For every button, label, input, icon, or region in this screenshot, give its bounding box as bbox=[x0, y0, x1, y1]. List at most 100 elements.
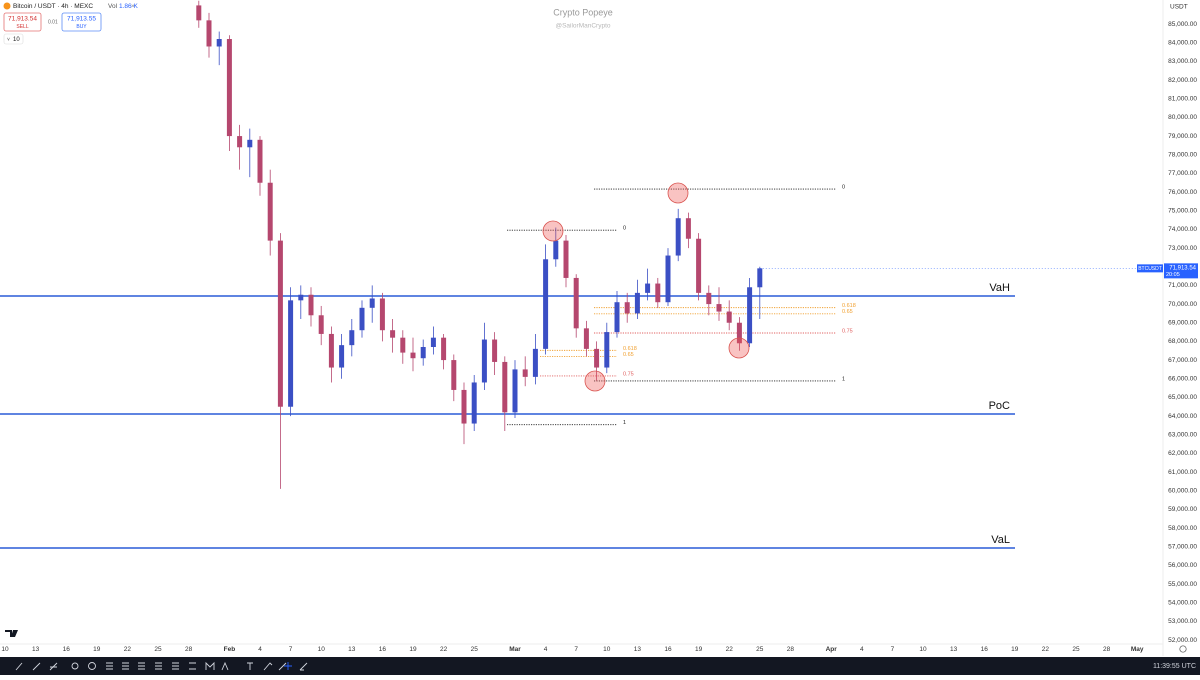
candle-body bbox=[522, 369, 528, 377]
tool-icon[interactable] bbox=[138, 662, 145, 670]
y-tick-label: 65,000.00 bbox=[1168, 394, 1197, 401]
candle-body bbox=[206, 20, 212, 47]
tool-icon[interactable] bbox=[106, 662, 113, 670]
candle-body bbox=[277, 240, 283, 407]
x-tick-label: 22 bbox=[1042, 646, 1050, 653]
price-tag-value: 71,913.54 bbox=[1169, 265, 1196, 271]
chevron: ˅ bbox=[7, 37, 10, 43]
tool-icon[interactable] bbox=[263, 662, 273, 671]
y-tick-label: 69,000.00 bbox=[1168, 319, 1197, 326]
tool-icon[interactable] bbox=[32, 662, 41, 671]
tool-icon[interactable] bbox=[299, 662, 308, 671]
level-label: VaH bbox=[989, 282, 1010, 294]
tool-icon[interactable] bbox=[88, 662, 96, 670]
candle-body bbox=[634, 292, 640, 314]
coin-icon bbox=[3, 2, 11, 10]
tool-icon[interactable] bbox=[122, 662, 129, 670]
sell-price: 71,913.54 bbox=[8, 16, 37, 23]
y-tick-label: 63,000.00 bbox=[1168, 431, 1197, 438]
fib-label: 0 bbox=[842, 185, 845, 191]
x-tick-label: May bbox=[1131, 646, 1144, 653]
fib-label: 1 bbox=[842, 376, 845, 382]
candle-body bbox=[726, 311, 732, 323]
y-tick-label: 64,000.00 bbox=[1168, 413, 1197, 420]
candle-body bbox=[257, 139, 263, 183]
tool-icon[interactable] bbox=[221, 661, 229, 671]
tool-icon[interactable] bbox=[205, 661, 215, 670]
candle-body bbox=[543, 259, 549, 349]
y-tick-label: 55,000.00 bbox=[1168, 581, 1197, 588]
x-tick-label: Mar bbox=[509, 646, 521, 653]
fib-label: 1 bbox=[623, 420, 626, 426]
x-tick-label: 19 bbox=[1011, 646, 1019, 653]
candle-body bbox=[655, 283, 661, 303]
candle-body bbox=[369, 298, 375, 308]
toolbar-icons bbox=[15, 661, 308, 671]
candle-body bbox=[420, 347, 426, 359]
y-tick-label: 58,000.00 bbox=[1168, 525, 1197, 532]
symbol-tag-label: BTCUSDT bbox=[1138, 266, 1162, 272]
x-tick-label: 16 bbox=[63, 646, 71, 653]
y-tick-label: 75,000.00 bbox=[1168, 207, 1197, 214]
candle-body bbox=[441, 337, 447, 361]
highlight-circle bbox=[728, 337, 750, 359]
fib-label: 0.618 bbox=[623, 346, 637, 352]
x-tick-label: 10 bbox=[603, 646, 611, 653]
fib-label: 0.65 bbox=[623, 352, 634, 358]
settings-icon[interactable] bbox=[1179, 645, 1187, 653]
x-tick-label: 13 bbox=[950, 646, 958, 653]
tool-icon[interactable] bbox=[71, 662, 79, 670]
candle-body bbox=[573, 277, 579, 329]
x-tick-label: 16 bbox=[379, 646, 387, 653]
candle-body bbox=[716, 304, 722, 312]
fib-label: 0.75 bbox=[623, 371, 634, 377]
candle-body bbox=[237, 136, 243, 148]
x-tick-label: 7 bbox=[289, 646, 293, 653]
y-tick-label: 66,000.00 bbox=[1168, 375, 1197, 382]
candle-body bbox=[594, 348, 600, 368]
fib-label: 0.75 bbox=[842, 328, 853, 334]
x-tick-label: 13 bbox=[32, 646, 40, 653]
tool-icon[interactable] bbox=[49, 662, 58, 671]
candle-body bbox=[339, 345, 345, 368]
x-tick-label: 7 bbox=[891, 646, 895, 653]
y-tick-label: 83,000.00 bbox=[1168, 58, 1197, 65]
x-tick-label: 10 bbox=[318, 646, 326, 653]
buy-button[interactable] bbox=[61, 12, 102, 32]
tool-icon[interactable] bbox=[284, 662, 292, 670]
candle-body bbox=[604, 332, 610, 368]
tool-icon[interactable] bbox=[189, 662, 196, 670]
tool-icon[interactable] bbox=[172, 662, 179, 670]
tool-icon[interactable] bbox=[278, 662, 287, 671]
x-tick-label: 13 bbox=[634, 646, 642, 653]
indicator-toggle[interactable] bbox=[3, 33, 24, 45]
y-tick-label: 76,000.00 bbox=[1168, 189, 1197, 196]
fib-label: 0 bbox=[623, 226, 626, 232]
y-tick-label: 70,000.00 bbox=[1168, 301, 1197, 308]
candle-body bbox=[747, 287, 753, 344]
x-tick-label: 22 bbox=[726, 646, 734, 653]
spread: 0.01 bbox=[48, 19, 58, 25]
candle-body bbox=[247, 139, 253, 148]
candle-body bbox=[226, 39, 232, 137]
symbol-tag bbox=[1137, 264, 1163, 273]
tool-icon[interactable] bbox=[247, 662, 253, 670]
y-tick-label: 82,000.00 bbox=[1168, 77, 1197, 84]
y-tick-label: 84,000.00 bbox=[1168, 39, 1197, 46]
tool-icon[interactable] bbox=[15, 662, 23, 671]
candle-body bbox=[390, 330, 396, 338]
candle-body bbox=[410, 352, 416, 359]
level-label: VaL bbox=[991, 534, 1010, 546]
candle-body bbox=[461, 389, 467, 424]
y-tick-label: 60,000.00 bbox=[1168, 487, 1197, 494]
candle-body bbox=[583, 328, 589, 349]
sell-button[interactable] bbox=[3, 12, 42, 32]
y-tick-label: 56,000.00 bbox=[1168, 562, 1197, 569]
y-tick-label: 62,000.00 bbox=[1168, 450, 1197, 457]
x-tick-label: 28 bbox=[1103, 646, 1111, 653]
currency-label[interactable]: USDT bbox=[1170, 4, 1188, 11]
tool-icon[interactable] bbox=[155, 662, 162, 670]
close-icon[interactable]: × bbox=[131, 3, 135, 10]
x-tick-label: 25 bbox=[1072, 646, 1080, 653]
candle-body bbox=[349, 330, 355, 346]
